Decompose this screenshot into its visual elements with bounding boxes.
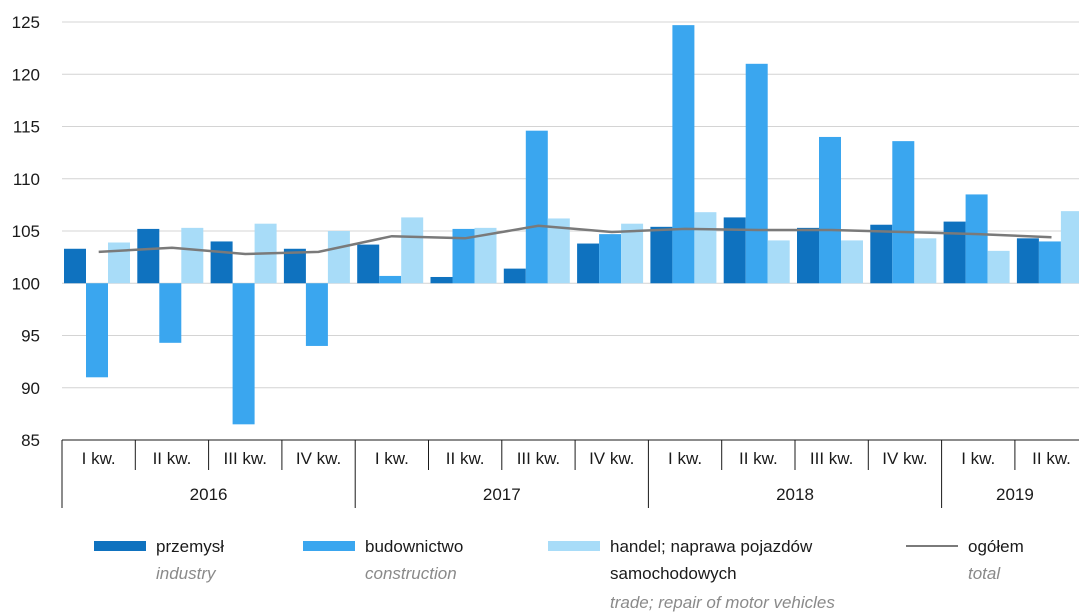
x-tick-label-year: 2017 (483, 485, 521, 504)
bar-construction (86, 283, 108, 378)
legend-swatch-construction (303, 541, 355, 551)
legend-label-trade-line2: samochodowych (610, 564, 737, 583)
legend-swatch-industry (94, 541, 146, 551)
x-tick-label-quarter: IV kw. (589, 449, 634, 468)
bar-trade-repair-of-motor-vehicles (181, 227, 204, 284)
bar-construction (1038, 241, 1061, 284)
legend-label-trade-en: trade; repair of motor vehicles (610, 593, 835, 612)
x-tick-label-year: 2018 (776, 485, 814, 504)
bar-trade-repair-of-motor-vehicles (841, 240, 863, 284)
bar-industry (357, 244, 380, 284)
bar-construction (965, 194, 988, 284)
chart: 85 90 95 100 105 110 115 120 125 I kw. II kw. III … (12, 13, 1079, 508)
bar-industry (870, 224, 893, 284)
bar-trade-repair-of-motor-vehicles (547, 218, 570, 284)
bar-industry (137, 228, 160, 284)
legend-label-industry-en: industry (156, 564, 216, 583)
x-tick-label-quarter: I kw. (668, 449, 702, 468)
bar-trade-repair-of-motor-vehicles (621, 223, 644, 284)
x-tick-label-quarter: I kw. (375, 449, 409, 468)
bar-industry (577, 243, 600, 284)
bar-industry (797, 227, 819, 284)
bar-construction (672, 25, 695, 284)
bar-trade-repair-of-motor-vehicles (767, 240, 790, 284)
legend-label-construction-en: construction (365, 564, 457, 583)
bar-construction (159, 283, 182, 343)
y-tick-label: 115 (13, 118, 40, 137)
bar-construction (892, 141, 915, 284)
legend-swatch-total (906, 545, 958, 547)
bar-trade-repair-of-motor-vehicles (694, 212, 717, 284)
x-tick-label-quarter: IV kw. (882, 449, 927, 468)
y-tick-label: 95 (21, 327, 40, 346)
bar-trade-repair-of-motor-vehicles (914, 238, 937, 284)
y-tick-label: 85 (21, 431, 40, 450)
x-tick-label-year: 2016 (190, 485, 228, 504)
bar-industry (503, 268, 526, 284)
bar-trade-repair-of-motor-vehicles (401, 217, 424, 284)
x-tick-label-year: 2019 (996, 485, 1034, 504)
bar-construction (305, 283, 328, 346)
legend-label-industry: przemysł (156, 537, 225, 556)
legend-label-trade-line1: handel; naprawa pojazdów (610, 537, 813, 556)
total-line-series (98, 224, 1052, 256)
x-tick-label-quarter: II kw. (1032, 449, 1071, 468)
x-tick-label-quarter: II kw. (739, 449, 778, 468)
y-tick-label: 105 (12, 222, 40, 241)
bar-trade-repair-of-motor-vehicles (108, 242, 130, 284)
y-axis-tick-labels: 85 90 95 100 105 110 115 120 125 (12, 13, 40, 450)
x-tick-label-quarter: II kw. (153, 449, 192, 468)
bar-construction (819, 136, 841, 284)
y-tick-label: 100 (12, 274, 40, 293)
bar-industry (723, 217, 746, 284)
x-tick-label-quarter: I kw. (961, 449, 995, 468)
bar-construction (452, 228, 475, 284)
bar-industry (210, 241, 233, 284)
legend-swatch-trade (548, 541, 600, 551)
bar-industry (943, 221, 966, 284)
x-tick-label-quarter: II kw. (446, 449, 485, 468)
x-tick-label-quarter: III kw. (810, 449, 853, 468)
bar-construction (379, 275, 402, 284)
x-tick-label-quarter: IV kw. (296, 449, 341, 468)
bars (64, 25, 1079, 425)
bar-construction (525, 130, 548, 284)
bar-industry (283, 248, 306, 284)
bar-industry (1016, 238, 1039, 284)
y-tick-label: 125 (12, 13, 40, 32)
x-axis: I kw. II kw. III kw. IV kw. I kw. II kw. III k… (61, 439, 1079, 508)
bar-construction (745, 63, 768, 284)
line-total (98, 224, 1052, 256)
y-tick-label: 90 (21, 379, 40, 398)
bar-construction (232, 283, 255, 425)
bar-trade-repair-of-motor-vehicles (474, 227, 497, 284)
legend-label-total: ogółem (968, 537, 1024, 556)
bar-trade-repair-of-motor-vehicles (987, 250, 1010, 284)
y-tick-label: 120 (12, 65, 40, 84)
x-tick-label-quarter: I kw. (82, 449, 116, 468)
bar-construction (599, 234, 622, 284)
bar-industry (64, 248, 86, 284)
gridlines (62, 21, 1079, 389)
x-tick-label-quarter: III kw. (517, 449, 560, 468)
bar-industry (650, 226, 673, 284)
legend-label-total-en: total (968, 564, 1001, 583)
legend-label-construction: budownictwo (365, 537, 464, 556)
x-tick-label-quarter: III kw. (224, 449, 267, 468)
bar-industry (430, 276, 453, 284)
y-tick-label: 110 (13, 170, 40, 189)
bar-trade-repair-of-motor-vehicles (1060, 211, 1079, 284)
bar-trade-repair-of-motor-vehicles (327, 231, 350, 284)
